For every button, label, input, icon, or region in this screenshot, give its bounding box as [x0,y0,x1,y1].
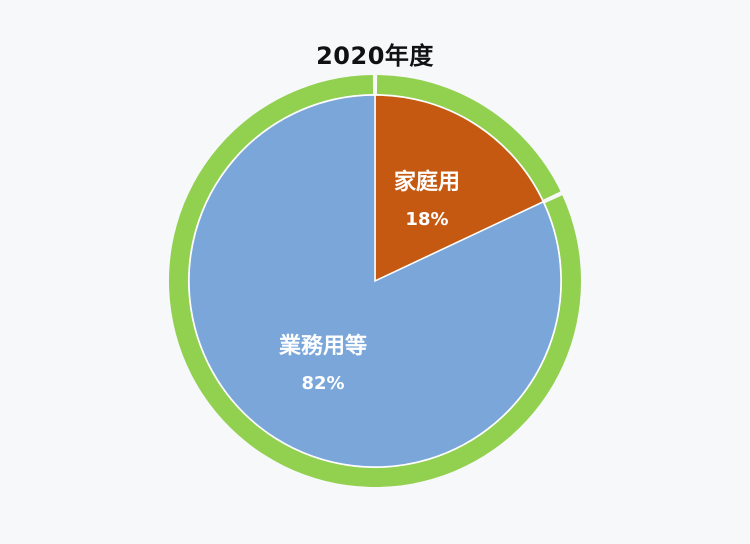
pie-slice-household [374,94,545,283]
outer-ring-segment-household [376,75,561,200]
chart-title: 2020年度 [316,42,434,70]
slice-value-household: 18% [405,209,448,230]
slice-value-business: 82% [301,373,344,394]
slice-label-business: 業務用等 [279,333,367,359]
slice-label-household: 家庭用 [394,169,460,195]
pie-slice-business [188,94,562,468]
